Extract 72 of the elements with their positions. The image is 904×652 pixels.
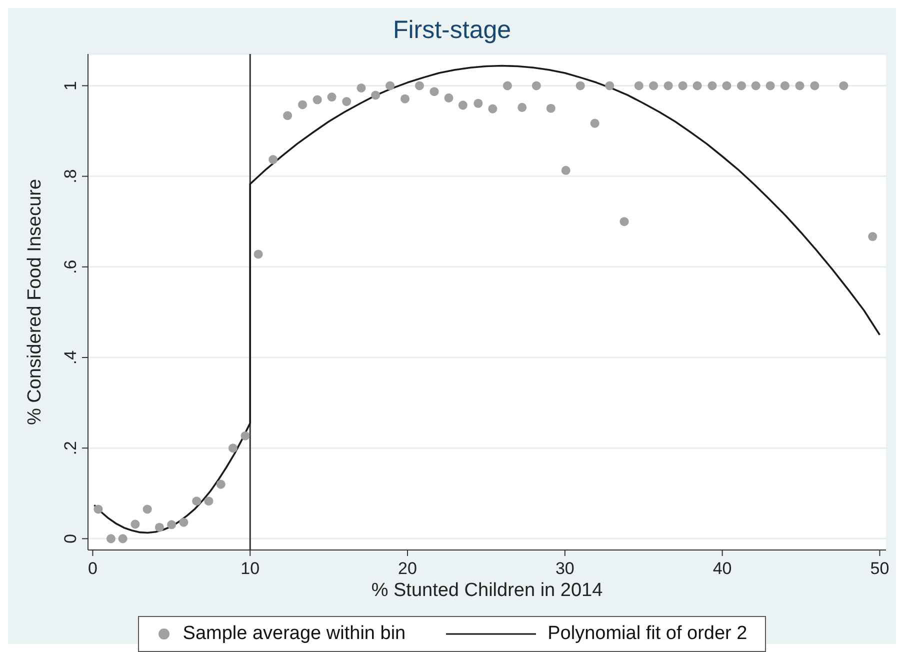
point — [810, 81, 820, 90]
x-tick-label: 50 — [870, 559, 890, 578]
point — [678, 81, 688, 90]
point — [254, 250, 263, 259]
point — [167, 520, 176, 530]
point — [664, 81, 673, 90]
point — [94, 504, 103, 514]
point — [371, 90, 380, 100]
point — [502, 81, 512, 90]
point — [751, 81, 760, 90]
y-tick-label: 1 — [61, 80, 80, 90]
point — [518, 102, 527, 112]
point — [268, 155, 278, 164]
point — [795, 81, 804, 90]
point — [605, 81, 614, 90]
legend-label: Sample average within bin — [182, 623, 406, 645]
point — [228, 444, 238, 453]
x-tick-label: 20 — [398, 559, 417, 578]
point — [736, 81, 746, 90]
y-tick-label: .8 — [61, 169, 80, 184]
point — [634, 81, 644, 90]
point — [386, 81, 395, 90]
point — [240, 431, 250, 440]
y-tick-label: .4 — [61, 350, 80, 365]
point — [342, 97, 352, 106]
point — [312, 95, 322, 104]
y-tick-label: .6 — [61, 260, 80, 274]
point — [327, 92, 336, 102]
line-series — [93, 64, 881, 534]
point — [590, 118, 600, 128]
point — [692, 81, 702, 90]
point — [130, 520, 140, 529]
point — [356, 83, 366, 92]
point — [839, 81, 848, 90]
point — [179, 518, 188, 527]
point — [780, 81, 790, 90]
x-axis-title: % Stunted Children in 2014 — [371, 580, 604, 601]
point — [106, 534, 116, 544]
point — [430, 87, 439, 96]
point — [414, 81, 424, 90]
point — [204, 496, 214, 506]
point — [458, 100, 468, 110]
point — [283, 111, 292, 120]
y-tick-label: .2 — [61, 440, 80, 456]
point — [444, 93, 454, 102]
y-axis-title: % Considered Food Insecure — [24, 178, 46, 426]
y-tick-label: 0 — [61, 534, 80, 544]
point — [649, 81, 658, 90]
legend-label: Polynomial fit of order 2 — [548, 623, 748, 645]
point — [532, 81, 541, 90]
point — [216, 480, 226, 489]
point — [766, 81, 775, 90]
x-tick-label: 0 — [88, 559, 98, 578]
x-tick-label: 10 — [240, 559, 260, 578]
point — [576, 81, 585, 90]
x-tick-label: 40 — [712, 559, 732, 578]
x-tick-label: 30 — [555, 559, 574, 578]
point — [722, 81, 732, 90]
point — [488, 104, 498, 114]
point — [142, 504, 152, 514]
point — [708, 81, 717, 90]
point — [192, 496, 202, 506]
point — [298, 100, 308, 110]
point — [154, 522, 164, 532]
point — [868, 232, 878, 242]
point — [474, 98, 483, 108]
point — [546, 104, 556, 113]
chart-title: First-stage — [392, 15, 512, 46]
point — [561, 166, 570, 175]
point — [620, 217, 629, 226]
point — [118, 534, 128, 544]
point — [400, 94, 410, 104]
